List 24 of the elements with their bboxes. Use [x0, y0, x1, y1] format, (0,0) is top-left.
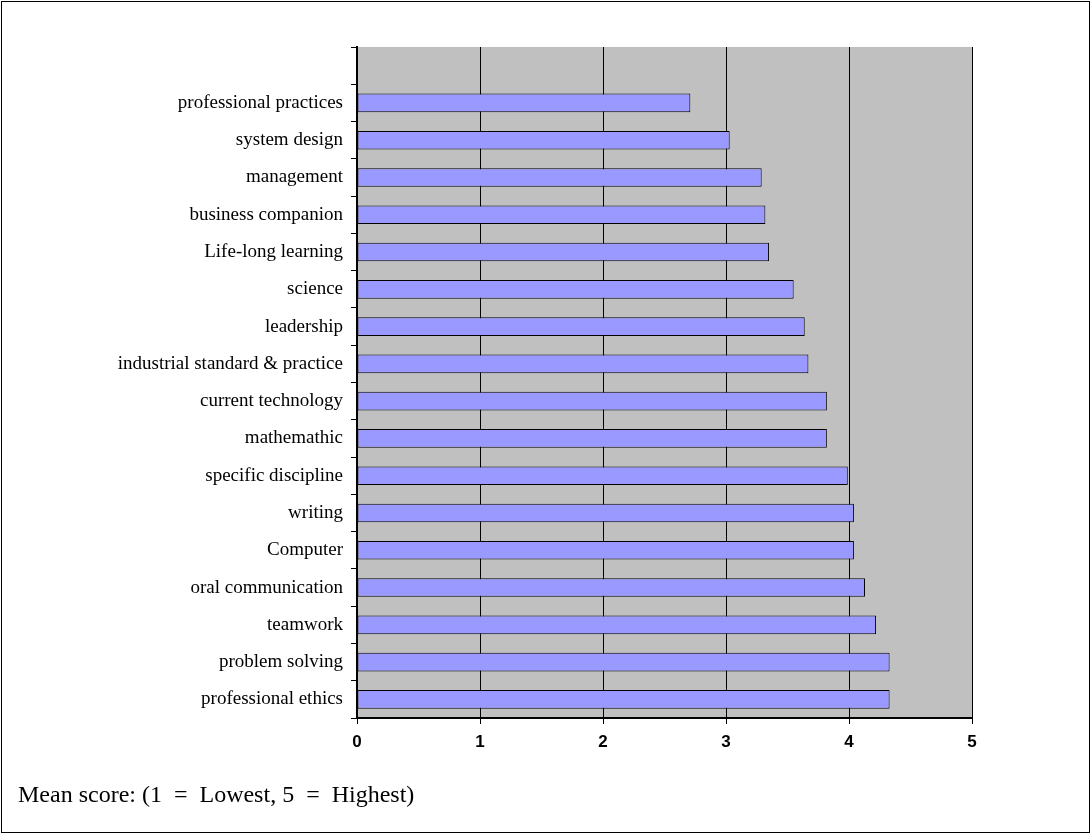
x-tick-label: 4 — [844, 731, 855, 751]
y-tick-label: business companion — [189, 202, 344, 224]
y-tick-label: science — [287, 277, 343, 299]
x-tick-label: 5 — [967, 731, 977, 751]
y-tick-label: Life-long learning — [204, 240, 344, 262]
y-tick-label: specific discipline — [205, 463, 343, 485]
y-tick-label: writing — [288, 500, 344, 522]
x-tick-label: 0 — [352, 731, 362, 751]
y-tick-label: mathemathic — [244, 426, 343, 448]
y-tick-label: leadership — [264, 314, 343, 336]
y-tick-label: professional practices — [177, 90, 343, 112]
y-tick-label: teamwork — [267, 612, 344, 634]
x-tick-label: 1 — [475, 731, 485, 751]
y-tick-label: system design — [235, 128, 344, 150]
y-tick-label: management — [245, 165, 344, 187]
text: Mean score: (1 = Lowest, 5 = Highest) — [18, 781, 415, 808]
y-tick-label: professional ethics — [201, 687, 343, 709]
y-tick-label: industrial standard & practice — [117, 351, 343, 373]
y-tick-label: problem solving — [218, 650, 344, 672]
y-tick-label: oral communication — [190, 575, 344, 597]
x-tick-label: 2 — [598, 731, 608, 751]
y-tick-label: Computer — [267, 538, 344, 560]
y-tick-label: current technology — [200, 389, 344, 411]
x-tick-label: 3 — [721, 731, 731, 751]
